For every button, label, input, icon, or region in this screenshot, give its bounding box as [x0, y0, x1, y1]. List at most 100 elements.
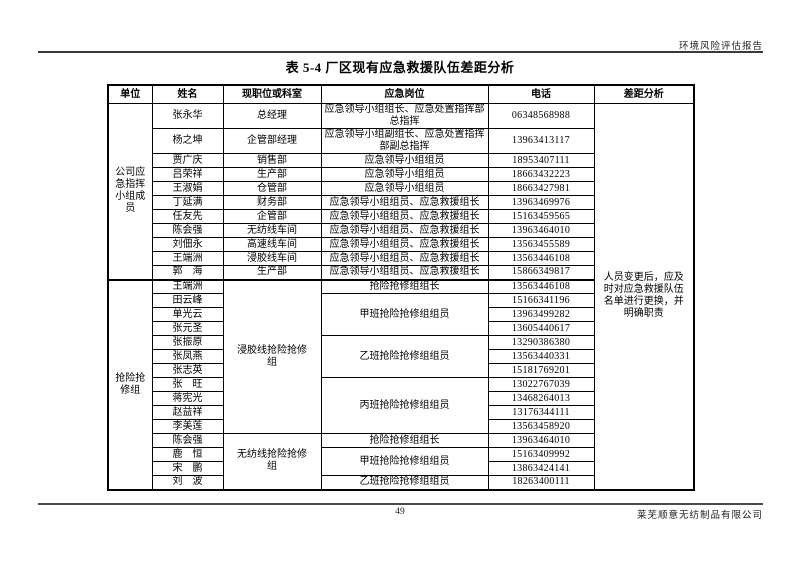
phone-cell: 13176344111 — [487, 405, 595, 420]
role-cell: 应急领导小组组员、应急救援组长 — [320, 251, 489, 266]
role-cell: 甲班抢险抢修组组员 — [320, 447, 489, 476]
phone-cell: 18663432223 — [487, 167, 595, 182]
table-row: 郭 海生产部 应急领导小组组员、应急救援组长 15866349817 — [108, 265, 694, 280]
table-row: 公司应急指挥小组成员 张永华 总经理 应急领导小组组长、应急处置指挥部总指挥 06348… — [107, 103, 695, 490]
table-row: 鹿 恒 甲班抢险抢修组组员 15163409992 — [108, 447, 694, 476]
phone-cell: 13022767039 — [487, 377, 595, 392]
name-cell: 张元圣 — [151, 321, 224, 336]
table-row: 王淑娟 仓管部 应急领导小组组员 18663427981 — [108, 181, 694, 196]
role-cell: 甲班抢险抢修组组员 — [320, 293, 489, 336]
phone-cell: 13563440331 — [487, 349, 595, 364]
table-row: 张 旺 丙班抢险抢修组组员 13022767039 — [108, 377, 694, 434]
gap-table-wrap: 单位 姓名 现职位或科室 应急岗位 电话 差距分析 公司应急指挥小组成员 张永华 总经理 应急领… — [107, 84, 695, 491]
name-cell: 任友先 — [151, 209, 224, 224]
name-cell: 张振原 — [151, 335, 224, 350]
phone-cell: 15163459565 — [487, 209, 595, 224]
column-header-2: 现职位或科室 — [222, 84, 322, 104]
name-cell: 李美莲 — [151, 419, 224, 434]
name-cell: 郭 海 — [151, 265, 224, 280]
name-cell: 刘佃永 — [151, 237, 224, 252]
dept-cell: 企管部 — [222, 209, 322, 224]
page-number: 49 — [395, 507, 405, 517]
dept-cell: 高速线车间 — [222, 237, 322, 252]
column-header-0: 单位 — [107, 84, 153, 104]
name-cell: 吕荣祥 — [151, 167, 224, 182]
column-header-5: 差距分析 — [593, 84, 695, 104]
table-row: 宋 鹏 13863424141 — [108, 461, 694, 476]
role-cell: 应急领导小组组员 — [320, 153, 489, 168]
dept-cell: 浸胶线车间 — [222, 251, 322, 266]
phone-cell: 13290386380 — [487, 335, 595, 350]
name-cell: 单光云 — [151, 307, 224, 322]
table-row: 丁延满 财务部 应急领导小组组员、应急救援组长 13963469976 — [108, 195, 694, 210]
column-header-3: 应急岗位 — [320, 84, 489, 104]
role-cell: 乙班抢险抢修组组员 — [320, 475, 489, 490]
phone-cell: 13963413117 — [487, 128, 595, 154]
name-cell: 王端洲 — [151, 251, 224, 266]
name-cell: 宋 鹏 — [151, 461, 224, 476]
name-cell: 赵益祥 — [151, 405, 224, 420]
table-body: 公司应急指挥小组成员 张永华 总经理 应急领导小组组长、应急处置指挥部总指挥 06348… — [107, 103, 695, 490]
table-row: 张志英 15181769201 — [108, 363, 694, 378]
dept-cell: 销售部 — [222, 153, 322, 168]
role-cell: 应急领导小组组员、应急救援组长 — [320, 209, 489, 224]
role-cell: 应急领导小组组员、应急救援组长 — [320, 265, 489, 280]
role-cell: 应急领导小组组员、应急救援组长 — [320, 195, 489, 210]
name-cell: 丁延满 — [151, 195, 224, 210]
header-rule — [38, 51, 763, 53]
name-cell: 贾广庆 — [151, 153, 224, 168]
name-cell: 张志英 — [151, 363, 224, 378]
footer-rule — [38, 503, 763, 505]
phone-cell: 15181769201 — [487, 363, 595, 378]
phone-cell: 13963464010 — [487, 433, 595, 448]
role-cell: 乙班抢险抢修组组员 — [320, 335, 489, 378]
dept-cell: 无纺线抢险抢修组 — [222, 433, 322, 490]
table-row: 刘 波 乙班抢险抢修组组员 18263400111 — [108, 475, 694, 490]
phone-cell: 18953407111 — [487, 153, 595, 168]
table-row: 吕荣祥 生产部 应急领导小组组员 18663432223 — [108, 167, 694, 182]
column-header-1: 姓名 — [151, 84, 224, 104]
table-row: 抢险抢修组 王端洲 浸胶线抢险抢修组 抢险抢修组组长 13563446108 — [107, 278, 694, 490]
phone-cell: 13468264013 — [487, 391, 595, 406]
phone-cell: 13605440617 — [487, 321, 595, 336]
phone-cell: 18263400111 — [487, 475, 595, 490]
table-row: 任友先 企管部 应急领导小组组员、应急救援组长 15163459565 — [108, 209, 694, 224]
phone-cell: 15163409992 — [487, 447, 595, 462]
name-cell: 杨之坤 — [151, 128, 224, 154]
phone-cell: 18663427981 — [487, 181, 595, 196]
name-cell: 蒋宪光 — [151, 391, 224, 406]
dept-cell: 总经理 — [222, 103, 322, 129]
role-cell: 应急领导小组组长、应急处置指挥部总指挥 — [320, 103, 489, 129]
role-cell: 抢险抢修组组长 — [320, 278, 489, 294]
name-cell: 张永华 — [151, 103, 224, 129]
column-header-4: 电话 — [487, 84, 595, 104]
gap-table: 单位 姓名 现职位或科室 应急岗位 电话 差距分析 公司应急指挥小组成员 张永华 总经理 应急领… — [107, 84, 695, 491]
dept-cell: 仓管部 — [222, 181, 322, 196]
role-cell: 应急领导小组组员 — [320, 181, 489, 196]
phone-cell: 13563455589 — [487, 237, 595, 252]
report-header-text: 环境风险评估报告 — [678, 42, 763, 52]
phone-cell: 13563446108 — [487, 278, 595, 294]
role-cell: 丙班抢险抢修组组员 — [320, 377, 489, 434]
name-cell: 陈会强 — [151, 223, 224, 238]
name-cell: 鹿 恒 — [151, 447, 224, 462]
phone-cell: 13863424141 — [487, 461, 595, 476]
dept-cell: 企管部经理 — [222, 128, 322, 154]
name-cell: 王淑娟 — [151, 181, 224, 196]
phone-cell: 06348568988 — [487, 103, 595, 129]
phone-cell: 15166341196 — [487, 293, 595, 308]
table-row: 陈会强 无纺线抢险抢修组 抢险抢修组组长 13963464010 — [108, 433, 694, 490]
dept-cell: 财务部 — [222, 195, 322, 210]
name-cell: 刘 波 — [151, 475, 224, 490]
name-cell: 王端洲 — [151, 278, 224, 294]
name-cell: 张 旺 — [151, 377, 224, 392]
table-row: 张振原 乙班抢险抢修组组员 13290386380 — [108, 335, 694, 378]
table-header-row: 单位 姓名 现职位或科室 应急岗位 电话 差距分析 — [107, 84, 695, 104]
table-row: 贾广庆 销售部 应急领导小组组员 18953407111 — [108, 153, 694, 168]
role-cell: 抢险抢修组组长 — [320, 433, 489, 448]
phone-cell: 15866349817 — [487, 265, 595, 280]
phone-cell: 13563458920 — [487, 419, 595, 434]
unit-cell: 公司应急指挥小组成员 — [107, 103, 153, 280]
table-title: 表 5-4 厂区现有应急救援队伍差距分析 — [285, 60, 515, 75]
